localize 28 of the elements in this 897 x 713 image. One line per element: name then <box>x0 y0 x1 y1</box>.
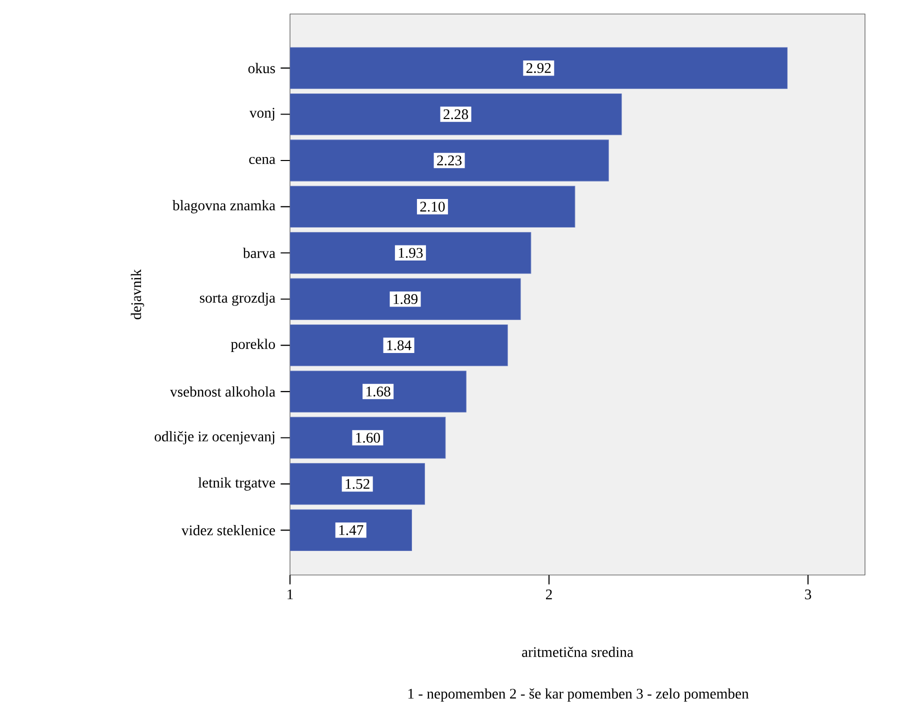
data-label: 1.89 <box>394 294 418 304</box>
y-tick-label: blagovna znamka <box>172 200 276 214</box>
x-tick-label: 1 <box>288 589 293 600</box>
data-label: 1.93 <box>398 248 423 258</box>
y-tick-label: vsebnost alkohola <box>170 386 276 397</box>
y-tick-label: videz steklenice <box>181 525 276 536</box>
data-label: 2.92 <box>526 63 551 74</box>
data-label: 2.10 <box>420 202 445 212</box>
y-tick-label: sorta grozdja <box>200 292 276 306</box>
y-tick-label: vonj <box>249 108 274 121</box>
y-tick-label: poreklo <box>230 338 275 352</box>
data-label: 2.28 <box>444 109 468 120</box>
x-tick-label: 3 <box>805 589 812 600</box>
y-tick-label: okus <box>248 62 275 74</box>
data-label: 1.84 <box>387 340 412 350</box>
data-label: 1.52 <box>346 479 370 489</box>
y-tick-label: letnik trgatve <box>198 477 276 491</box>
text: 1 - nepomemben 2 - še kar pomemben 3 - zelo pomemben <box>408 688 749 702</box>
data-label: 2.23 <box>437 156 462 166</box>
y-tick-label: odličje iz ocenjevanj <box>154 431 274 444</box>
x-tick-label: 2 <box>546 589 552 600</box>
data-label: 1.47 <box>339 525 364 536</box>
y-tick-label: barva <box>242 248 276 258</box>
data-label: 1.60 <box>356 432 380 443</box>
y-axis-title: dejavnik <box>130 269 144 320</box>
y-tick-label: cena <box>249 156 276 164</box>
data-label: 1.68 <box>366 386 390 397</box>
x-axis-title: aritmetična sredina <box>522 646 634 658</box>
